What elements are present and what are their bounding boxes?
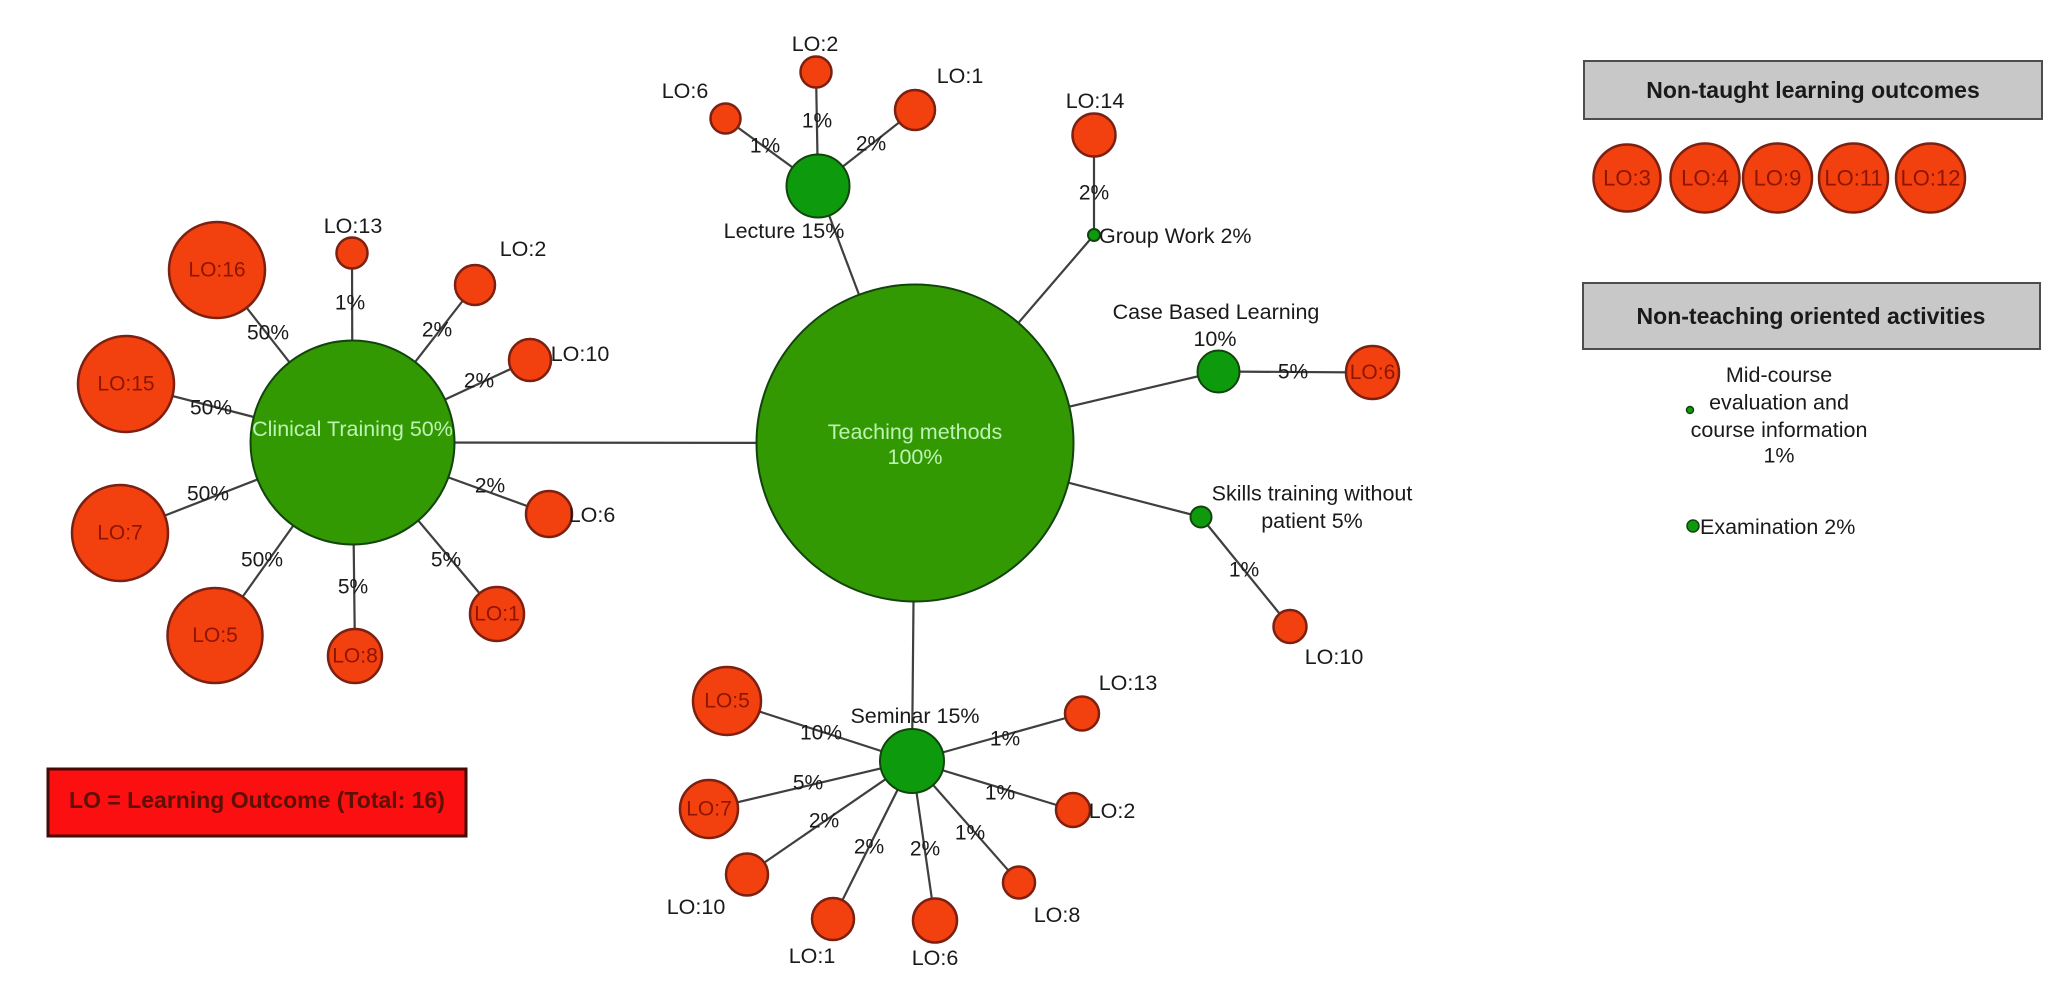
svg-text:LO:3: LO:3 [1603, 166, 1651, 191]
svg-text:LO:7: LO:7 [686, 798, 732, 821]
svg-text:1%: 1% [955, 822, 985, 845]
svg-text:LO:6: LO:6 [1350, 361, 1396, 384]
svg-text:LO:11: LO:11 [1824, 166, 1882, 191]
svg-text:LO:13: LO:13 [324, 214, 383, 238]
svg-text:2%: 2% [1079, 182, 1109, 205]
svg-text:Teaching methods: Teaching methods [828, 420, 1003, 444]
svg-text:5%: 5% [793, 772, 823, 795]
svg-text:2%: 2% [854, 836, 884, 859]
svg-text:LO:6: LO:6 [569, 503, 616, 527]
svg-text:10%: 10% [800, 722, 842, 745]
svg-text:50%: 50% [247, 322, 289, 345]
svg-text:Case Based Learning: Case Based Learning [1113, 300, 1320, 324]
svg-text:50%: 50% [187, 483, 229, 506]
svg-text:LO:6: LO:6 [912, 946, 959, 970]
svg-text:1%: 1% [1229, 559, 1259, 582]
svg-text:Lecture 15%: Lecture 15% [724, 219, 845, 243]
svg-text:LO:8: LO:8 [1034, 903, 1081, 927]
svg-text:LO:5: LO:5 [704, 690, 750, 713]
svg-text:Mid-course: Mid-course [1726, 363, 1832, 387]
svg-text:1%: 1% [750, 135, 780, 158]
svg-text:LO:8: LO:8 [332, 645, 378, 668]
svg-text:50%: 50% [241, 549, 283, 572]
svg-text:1%: 1% [335, 292, 365, 315]
svg-text:2%: 2% [910, 838, 940, 861]
svg-text:LO:9: LO:9 [1754, 166, 1802, 191]
svg-text:2%: 2% [856, 133, 886, 156]
svg-text:Group Work 2%: Group Work 2% [1099, 224, 1252, 248]
svg-text:LO:15: LO:15 [97, 373, 154, 396]
svg-text:Seminar 15%: Seminar 15% [850, 704, 979, 728]
svg-text:Clinical Training 50%: Clinical Training 50% [252, 417, 453, 441]
svg-text:Examination 2%: Examination 2% [1700, 515, 1855, 539]
svg-text:Skills training without: Skills training without [1212, 482, 1413, 506]
svg-text:2%: 2% [809, 810, 839, 833]
svg-text:1%: 1% [802, 110, 832, 133]
svg-text:Non-taught learning outcomes: Non-taught learning outcomes [1646, 77, 1980, 103]
svg-text:1%: 1% [985, 782, 1015, 805]
svg-text:LO:14: LO:14 [1066, 89, 1125, 113]
svg-text:LO:1: LO:1 [789, 944, 836, 968]
svg-text:LO:12: LO:12 [1901, 166, 1961, 191]
svg-text:LO:7: LO:7 [97, 522, 143, 545]
svg-text:evaluation and: evaluation and [1709, 391, 1849, 415]
svg-text:LO:1: LO:1 [474, 603, 520, 626]
svg-text:LO:16: LO:16 [188, 259, 245, 282]
svg-text:50%: 50% [190, 397, 232, 420]
svg-text:LO:2: LO:2 [1089, 799, 1136, 823]
svg-text:5%: 5% [1278, 361, 1308, 384]
svg-text:LO:1: LO:1 [937, 64, 984, 88]
svg-text:LO:4: LO:4 [1681, 166, 1729, 191]
svg-text:LO = Learning Outcome (Total:: LO = Learning Outcome (Total: 16) [69, 787, 445, 813]
svg-text:LO:5: LO:5 [192, 624, 238, 647]
svg-text:2%: 2% [475, 475, 505, 498]
svg-text:Non-teaching oriented activiti: Non-teaching oriented activities [1637, 303, 1986, 329]
svg-text:5%: 5% [431, 549, 461, 572]
svg-text:100%: 100% [888, 445, 943, 469]
svg-text:LO:2: LO:2 [792, 32, 839, 56]
svg-text:2%: 2% [464, 370, 494, 393]
svg-text:LO:6: LO:6 [662, 79, 709, 103]
svg-text:course information: course information [1691, 418, 1868, 442]
svg-text:1%: 1% [1763, 444, 1794, 468]
svg-text:LO:2: LO:2 [500, 237, 547, 261]
svg-text:LO:13: LO:13 [1099, 671, 1158, 695]
svg-text:1%: 1% [990, 728, 1020, 751]
svg-text:5%: 5% [338, 576, 368, 599]
svg-text:patient 5%: patient 5% [1261, 509, 1363, 533]
svg-text:LO:10: LO:10 [1305, 645, 1364, 669]
svg-text:LO:10: LO:10 [667, 895, 726, 919]
svg-text:LO:10: LO:10 [551, 342, 610, 366]
svg-text:10%: 10% [1193, 327, 1236, 351]
svg-text:2%: 2% [422, 319, 452, 342]
